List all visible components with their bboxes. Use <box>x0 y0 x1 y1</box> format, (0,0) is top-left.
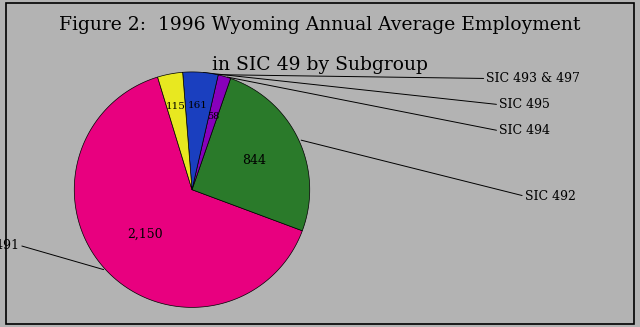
Polygon shape <box>182 72 218 190</box>
Text: 115: 115 <box>166 102 186 111</box>
Text: SIC 495: SIC 495 <box>499 98 550 111</box>
Text: 58: 58 <box>207 112 220 121</box>
Text: 161: 161 <box>188 101 208 110</box>
Text: SIC 492: SIC 492 <box>525 190 575 203</box>
Text: 2,150: 2,150 <box>127 228 163 241</box>
Polygon shape <box>192 78 310 231</box>
Text: SIC 494: SIC 494 <box>499 124 550 137</box>
Text: SIC 491: SIC 491 <box>0 239 19 252</box>
Polygon shape <box>74 77 302 307</box>
Text: 844: 844 <box>242 154 266 167</box>
Polygon shape <box>157 72 192 190</box>
Polygon shape <box>192 75 230 190</box>
Text: SIC 493 & 497: SIC 493 & 497 <box>486 72 580 85</box>
Text: in SIC 49 by Subgroup: in SIC 49 by Subgroup <box>212 56 428 74</box>
Text: Figure 2:  1996 Wyoming Annual Average Employment: Figure 2: 1996 Wyoming Annual Average Em… <box>60 16 580 34</box>
